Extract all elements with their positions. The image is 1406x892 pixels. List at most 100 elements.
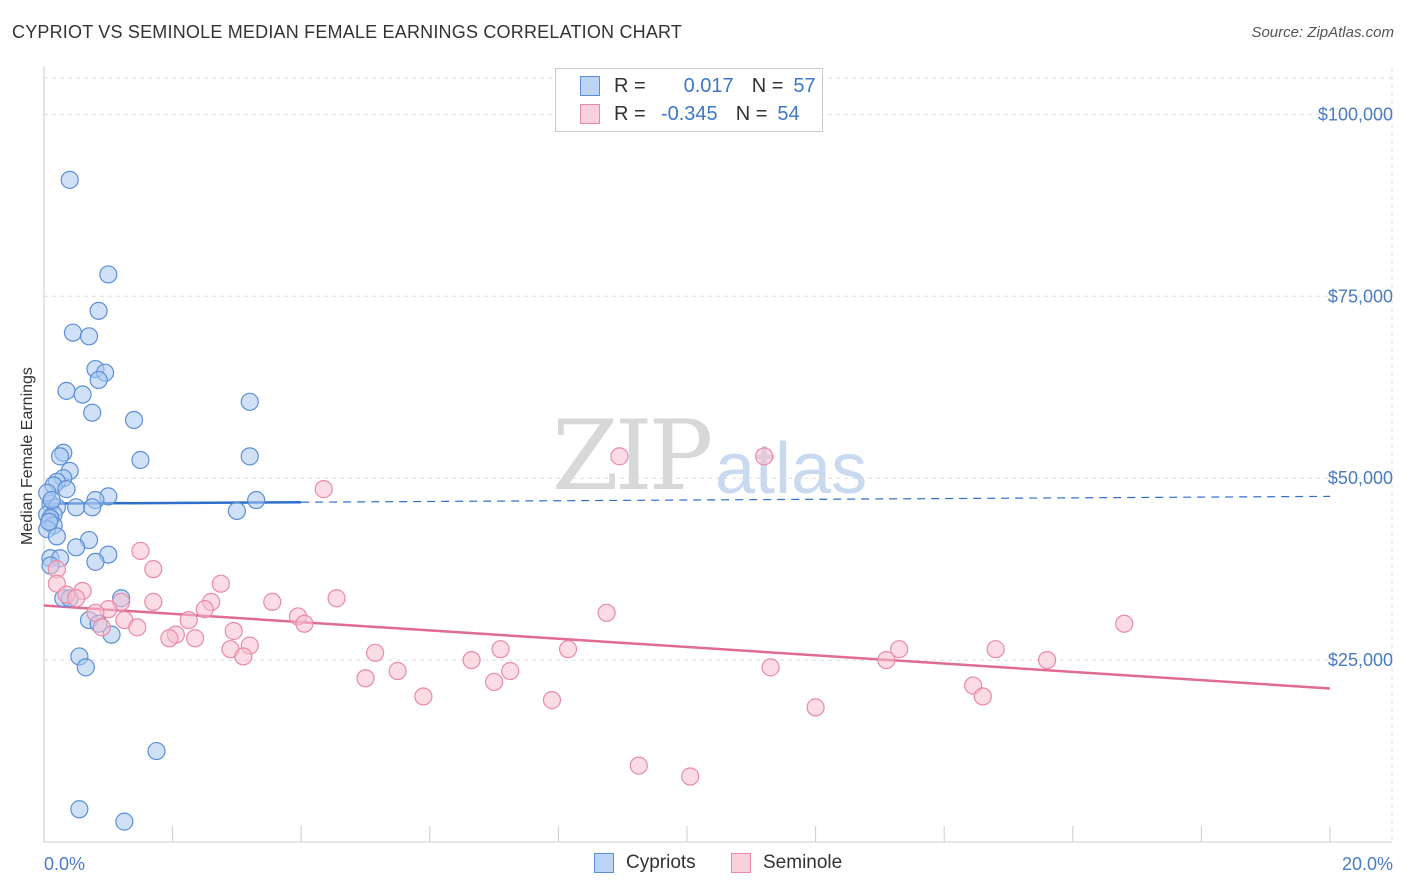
seminole-point (414, 687, 433, 706)
cypriots-point (89, 370, 108, 390)
cypriots-point (63, 323, 83, 342)
watermark-atlas: atlas (715, 429, 868, 509)
seminole-point (491, 640, 510, 659)
legend-label-cypriots: Cypriots (626, 852, 696, 873)
seminole-point (462, 650, 481, 670)
r-label: R = (614, 102, 646, 125)
cypriots-point (83, 403, 102, 422)
legend-label-seminole: Seminole (763, 852, 843, 873)
seminole-point (610, 447, 629, 466)
tick-labels: $25,000 $50,000 $75,000 $100,000 0.0% 20.0% (44, 104, 1393, 874)
cypriots-point (57, 480, 76, 499)
seminole-point (558, 640, 578, 659)
cypriots-point (89, 301, 108, 320)
seminole-point (485, 672, 504, 692)
cypriots-point (240, 447, 259, 466)
cypriots-point (131, 450, 150, 470)
seminole-point (327, 589, 346, 608)
seminole-point (806, 698, 825, 717)
r-label: R = (614, 74, 646, 97)
cypriots-point (67, 498, 86, 517)
y-tick-label: $50,000 (1328, 468, 1393, 488)
cypriots-legend-swatch (594, 853, 614, 873)
seminole-point (388, 661, 407, 681)
seminole-point (356, 669, 375, 688)
y-tick-label: $100,000 (1318, 104, 1393, 124)
seminole-point (179, 610, 198, 630)
y-tick-label: $75,000 (1328, 286, 1393, 306)
seminole-trend-line (43, 604, 1331, 690)
cypriots-point (67, 538, 86, 557)
seminole-legend-swatch (731, 853, 751, 873)
seminole-point (890, 640, 909, 659)
seminole-point (681, 767, 700, 786)
cypriots-point (227, 501, 246, 521)
correlation-legend: R = 0.017 N = 57 R = -0.345 N = 54 (555, 68, 823, 132)
n-value: 54 (777, 102, 800, 125)
cypriots-point (147, 741, 166, 761)
seminole-point (144, 560, 163, 579)
axes (43, 66, 1392, 843)
seminole-point (186, 629, 205, 648)
seminole-point (131, 541, 150, 561)
cypriots-point (70, 800, 89, 819)
legend-item-cypriots: Cypriots (594, 852, 696, 874)
seminole-point (877, 650, 896, 670)
seminole-point (629, 756, 648, 775)
series-legend: Cypriots Seminole (0, 852, 1406, 878)
cypriots-swatch (580, 76, 600, 96)
n-value: 57 (793, 74, 816, 97)
seminole-swatch (580, 104, 600, 124)
seminole-point (973, 687, 992, 706)
seminole-point (295, 614, 314, 633)
seminole-point (234, 647, 253, 666)
cypriots-point (42, 490, 61, 510)
chart-title: CYPRIOT VS SEMINOLE MEDIAN FEMALE EARNIN… (12, 22, 683, 42)
cypriots-point (73, 385, 92, 404)
x-tick-label: 0.0% (44, 854, 85, 874)
cypriots-point (47, 527, 66, 546)
legend-row-cypriots: R = 0.017 N = 57 (580, 73, 816, 99)
watermark-zip: ZIP (552, 400, 713, 512)
cypriots-point (79, 327, 99, 346)
x-tick-label: 20.0% (1342, 854, 1393, 874)
seminole-point (986, 640, 1005, 659)
seminole-point (597, 603, 616, 622)
cypriots-point (83, 498, 102, 517)
seminole-point (755, 447, 774, 466)
seminole-point (67, 589, 86, 608)
seminole-point (195, 600, 214, 619)
cypriots-point (99, 265, 118, 284)
legend-item-seminole: Seminole (731, 852, 842, 874)
seminole-point (224, 621, 243, 641)
cypriots-trend-extension (301, 495, 1331, 503)
n-label: N = (751, 74, 784, 97)
seminole-point (1037, 650, 1057, 670)
seminole-point (92, 618, 111, 637)
seminole-point (542, 691, 562, 710)
seminole-point (314, 480, 333, 499)
seminole-point (160, 629, 179, 648)
cypriots-point (57, 381, 76, 400)
cypriots-point (50, 447, 70, 466)
seminole-point (501, 661, 520, 681)
cypriots-point (60, 170, 79, 189)
cypriots-point (240, 392, 259, 411)
seminole-point (263, 592, 282, 611)
y-axis-label: Median Female Earnings (19, 367, 36, 545)
source-label: Source: ZipAtlas.com (1251, 24, 1394, 41)
seminole-point (1115, 614, 1134, 633)
data-points (38, 170, 1134, 831)
cypriots-point (40, 512, 59, 531)
r-value: -0.345 (660, 102, 718, 125)
cypriots-point (124, 410, 144, 430)
seminole-point (761, 658, 780, 677)
y-tick-label: $25,000 (1328, 650, 1393, 670)
cypriots-point (115, 812, 134, 831)
seminole-point (211, 574, 230, 593)
seminole-point (128, 618, 147, 637)
cypriots-point (247, 490, 266, 510)
legend-row-seminole: R = -0.345 N = 54 (580, 101, 800, 127)
r-value: 0.017 (683, 74, 734, 97)
